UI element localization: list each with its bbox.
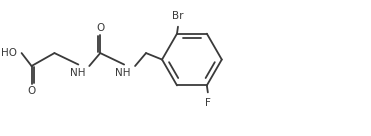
Text: HO: HO (1, 48, 17, 58)
Text: NH: NH (115, 68, 131, 78)
Text: F: F (205, 98, 211, 108)
Text: Br: Br (172, 11, 184, 21)
Text: NH: NH (70, 68, 85, 78)
Text: O: O (27, 86, 36, 96)
Text: O: O (96, 23, 104, 33)
